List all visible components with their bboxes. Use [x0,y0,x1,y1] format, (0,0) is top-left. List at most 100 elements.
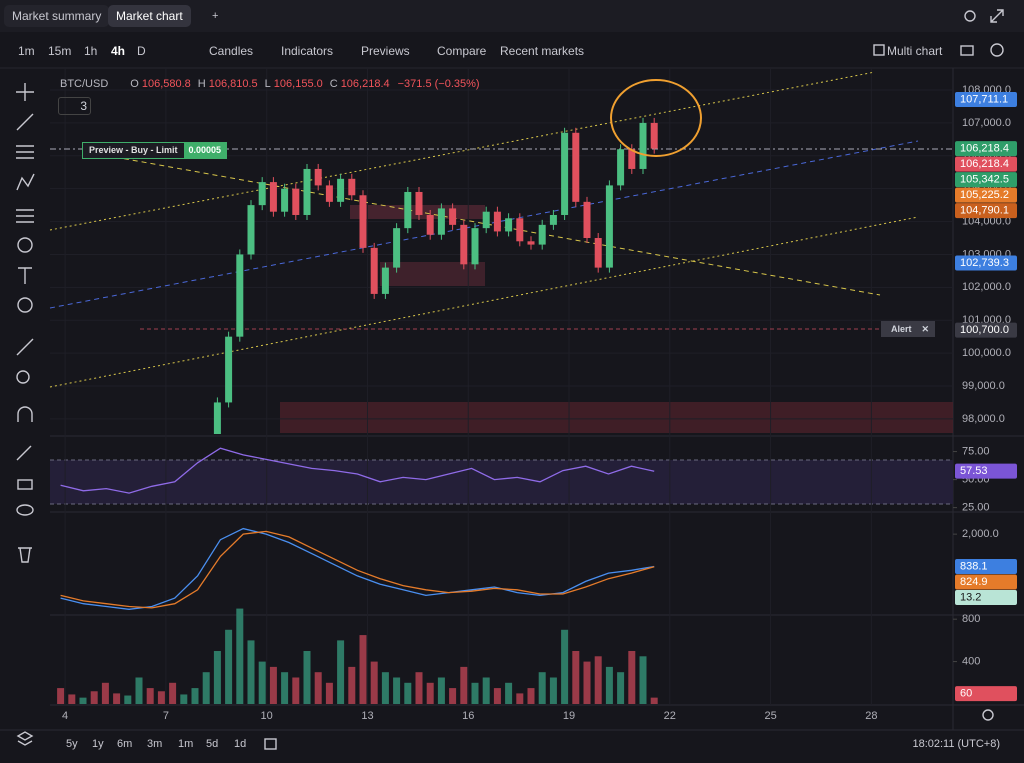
price-badge-label: 105,342.5 [960,174,1009,186]
symbol-name: BTC/USD [60,78,109,90]
toolbar-item[interactable]: Candles [209,44,254,58]
volume-bar [516,693,524,704]
volume-bar [191,688,199,704]
volume-bar [135,677,143,704]
tab[interactable]: Market summary [4,5,110,27]
volume-bar [415,672,423,704]
timeframe[interactable]: 15m [48,44,72,58]
candle-body [471,228,479,265]
x-tick-label: 4 [62,710,68,722]
toolbar-item[interactable]: Previews [361,44,410,58]
candle-body [460,224,468,265]
price-badge [955,187,1017,203]
range[interactable]: 6m [117,738,133,750]
volume-bar [292,677,300,704]
range[interactable]: 5d [206,738,219,750]
candle-body [404,191,412,229]
volume-bar [583,661,591,704]
price-badge [955,92,1017,108]
price-badge [955,322,1017,338]
candle-body [359,195,367,248]
price-badge-label: 107,711.1 [960,93,1008,105]
order-text: Preview - Buy - Limit [83,143,184,158]
volume-bar [538,672,546,704]
tab[interactable]: Market chart [108,5,191,27]
price-badge-label: 824.9 [960,576,988,588]
range[interactable]: 1m [178,738,194,750]
range[interactable]: 1y [92,738,104,750]
candle-body [583,201,591,239]
timeframe[interactable]: D [137,44,146,58]
candle-body [650,122,658,149]
candle-body [325,185,333,202]
clock: 18:02:11 (UTC+8) [912,738,1000,750]
volume-bar [348,666,356,704]
volume-bar [101,682,109,704]
ohlc-value: 106,810.5 [208,78,258,90]
multi-chart[interactable]: Multi chart [887,44,943,58]
volume-bar [303,650,311,704]
rsi-band [50,460,953,504]
order-label[interactable]: Preview - Buy - Limit 0.00005 [82,142,228,159]
candle-body [381,267,389,294]
candle-body [281,188,289,212]
price-badge [955,574,1017,590]
x-tick-label: 25 [764,710,776,722]
candle-body [337,178,345,202]
toolbar-item[interactable]: Recent markets [500,44,585,58]
indicator-count[interactable]: 3 [58,97,91,115]
y-tick-label: 99,000.0 [962,380,1005,392]
candle-body [549,214,557,225]
range[interactable]: 3m [147,738,163,750]
candle-body [594,238,602,268]
toolbar-item[interactable]: Compare [437,44,487,58]
volume-bar [572,650,580,704]
channel-line [49,216,919,388]
volume-bar [281,672,289,704]
y-tick-label: 104,000.0 [962,215,1011,227]
volume-bar [124,695,132,704]
candle-body [572,132,580,202]
candle-body [437,208,445,235]
volume-bar [225,629,233,704]
volume-bar [359,635,367,704]
toolbar-item[interactable]: Indicators [281,44,334,58]
ohlc-key: C [329,78,338,90]
ohlc-value: 106,580.8 [141,78,191,90]
candle-body [482,211,490,229]
candle-body [303,168,311,215]
volume-bar [169,682,177,704]
x-tick-label: 13 [361,710,373,722]
x-tick-label: 22 [664,710,676,722]
volume-bar [493,688,501,704]
candle-body [605,185,613,268]
alert-text: Alert [891,324,912,334]
y-tick-label: 103,000.0 [962,248,1011,260]
alert-label[interactable]: Alert ✕ [881,321,935,337]
y-tick-label: 400 [962,655,980,667]
candle-body [292,188,300,215]
volume-bar [113,693,121,704]
ohlc-key: H [197,78,206,90]
macd-line [60,530,655,609]
volume-bar [79,697,87,704]
volume-bar [561,629,569,704]
close-icon[interactable]: ✕ [921,324,929,334]
order-qty: 0.00005 [183,143,227,158]
candle-body [561,132,569,215]
range[interactable]: 5y [66,738,78,750]
y-tick-label: 25.00 [962,502,990,514]
volume-bar [549,677,557,704]
price-badge [955,686,1017,702]
timeframe[interactable]: 1h [84,44,98,58]
volume-bar [180,694,188,704]
price-badge [955,463,1017,479]
timeframe[interactable]: 4h [111,44,126,58]
price-badge-label: 838.1 [960,560,988,572]
new-tab[interactable]: + [212,10,218,22]
volume-bar [437,677,445,704]
timeframe[interactable]: 1m [18,44,35,58]
range[interactable]: 1d [234,738,247,750]
candle-body [449,208,457,225]
